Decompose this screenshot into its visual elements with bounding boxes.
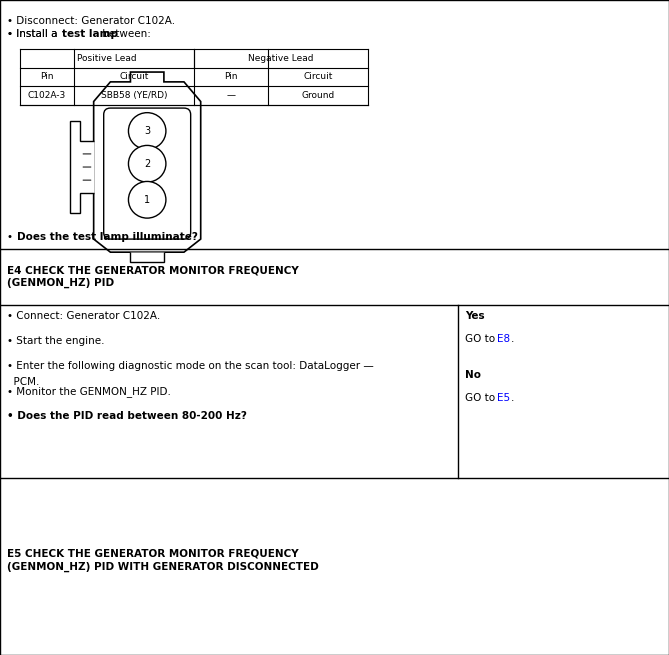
Text: SBB58 (YE/RD): SBB58 (YE/RD): [100, 91, 167, 100]
Text: •: •: [7, 233, 16, 242]
Text: • Does the PID read between 80-200 Hz?: • Does the PID read between 80-200 Hz?: [7, 411, 247, 421]
Text: Ground: Ground: [301, 91, 334, 100]
Text: between:: between:: [99, 29, 151, 39]
PathPatch shape: [130, 252, 164, 262]
Text: • Install a: • Install a: [7, 29, 60, 39]
Text: • Connect: Generator C102A.: • Connect: Generator C102A.: [7, 311, 160, 321]
Text: • Disconnect: Generator C102A.: • Disconnect: Generator C102A.: [7, 16, 175, 26]
Circle shape: [128, 145, 166, 182]
Text: 3: 3: [144, 126, 151, 136]
Text: • Monitor the GENMON_HZ PID.: • Monitor the GENMON_HZ PID.: [7, 386, 171, 397]
Text: GO to: GO to: [465, 334, 498, 344]
Text: Circuit: Circuit: [303, 73, 332, 81]
Text: • Enter the following diagnostic mode on the scan tool: DataLogger —: • Enter the following diagnostic mode on…: [7, 361, 373, 371]
PathPatch shape: [70, 121, 94, 213]
Text: E8: E8: [497, 334, 510, 344]
Text: E4 CHECK THE GENERATOR MONITOR FREQUENCY
(GENMON_HZ) PID: E4 CHECK THE GENERATOR MONITOR FREQUENCY…: [7, 265, 298, 288]
Text: • Install a: • Install a: [7, 29, 60, 39]
Text: E5 CHECK THE GENERATOR MONITOR FREQUENCY
(GENMON_HZ) PID WITH GENERATOR DISCONNE: E5 CHECK THE GENERATOR MONITOR FREQUENCY…: [7, 548, 318, 572]
Text: E5: E5: [497, 393, 510, 403]
Text: Positive Lead: Positive Lead: [77, 54, 137, 63]
Text: .: .: [510, 334, 514, 344]
Circle shape: [128, 181, 166, 218]
Text: Yes: Yes: [465, 311, 484, 321]
Text: • Start the engine.: • Start the engine.: [7, 336, 104, 346]
Text: Circuit: Circuit: [119, 73, 149, 81]
PathPatch shape: [94, 72, 201, 252]
Text: Pin: Pin: [224, 73, 237, 81]
Text: GO to: GO to: [465, 393, 498, 403]
Circle shape: [128, 113, 166, 149]
Text: C102A-3: C102A-3: [27, 91, 66, 100]
Text: No: No: [465, 370, 481, 380]
Text: PCM.: PCM.: [7, 377, 39, 387]
Text: test lamp: test lamp: [62, 29, 118, 39]
Text: 2: 2: [144, 159, 151, 169]
Text: .: .: [510, 393, 514, 403]
Text: Pin: Pin: [40, 73, 54, 81]
Text: 1: 1: [144, 195, 151, 205]
FancyBboxPatch shape: [104, 108, 191, 239]
Text: —: —: [226, 91, 235, 100]
Text: Negative Lead: Negative Lead: [248, 54, 314, 63]
Text: Does the test lamp illuminate?: Does the test lamp illuminate?: [17, 233, 197, 242]
